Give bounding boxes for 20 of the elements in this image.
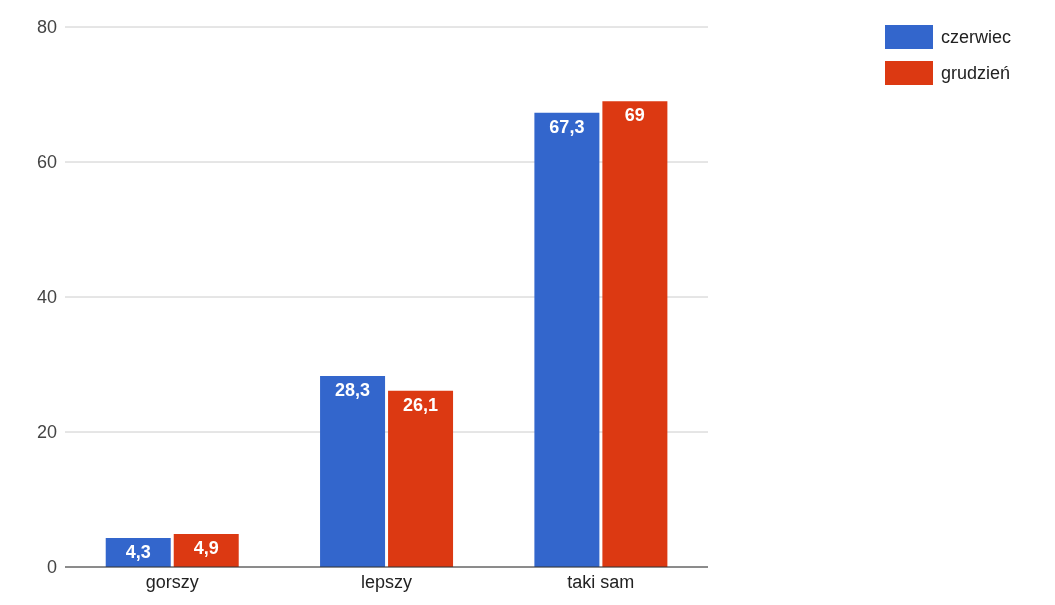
data-label: 4,9 (193, 537, 219, 558)
bar (602, 101, 668, 567)
bar (320, 375, 386, 567)
legend-label: grudzień (941, 62, 1011, 84)
y-tick-label: 80 (36, 17, 57, 38)
x-tick-label: lepszy (360, 571, 413, 592)
data-label: 4,3 (125, 541, 151, 562)
data-label: 69 (624, 105, 645, 126)
data-label: 26,1 (403, 394, 439, 415)
data-label: 28,3 (335, 379, 371, 400)
legend-label: czerwiec (941, 26, 1012, 48)
y-tick-label: 60 (36, 152, 57, 173)
data-label: 67,3 (549, 116, 585, 137)
y-tick-label: 40 (36, 287, 57, 308)
x-tick-label: gorszy (145, 571, 199, 592)
x-tick-label: taki sam (567, 571, 635, 592)
y-tick-label: 20 (36, 422, 57, 443)
y-tick-label: 0 (46, 557, 57, 578)
bar (534, 112, 600, 567)
bar (388, 390, 454, 567)
